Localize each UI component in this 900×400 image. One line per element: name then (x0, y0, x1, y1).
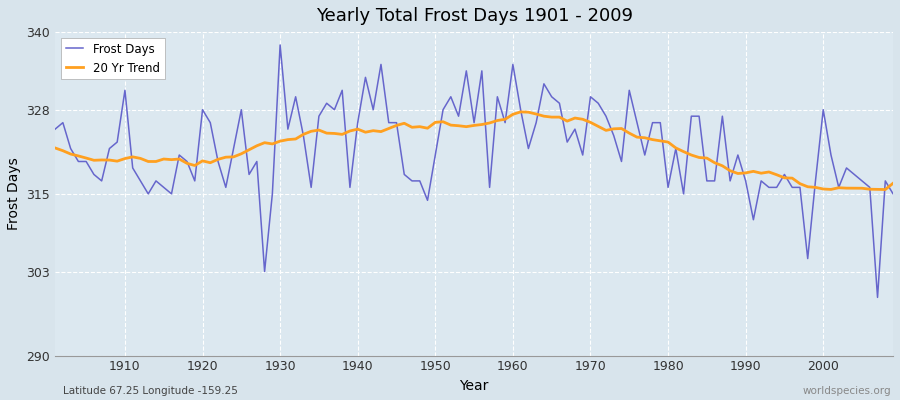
20 Yr Trend (508, 112, 518, 117)
Text: Latitude 67.25 Longitude -159.25: Latitude 67.25 Longitude -159.25 (63, 386, 238, 396)
Frost Days (872, 295, 883, 300)
20 Yr Trend (329, 131, 340, 136)
Frost Days (515, 107, 526, 112)
Legend: Frost Days, 20 Yr Trend: Frost Days, 20 Yr Trend (61, 38, 165, 79)
Frost Days (274, 42, 285, 47)
20 Yr Trend (608, 126, 619, 131)
X-axis label: Year: Year (459, 379, 489, 393)
20 Yr Trend (112, 159, 122, 164)
Frost Days (508, 62, 518, 67)
Frost Days (112, 140, 122, 144)
Frost Days (608, 133, 619, 138)
Y-axis label: Frost Days: Frost Days (7, 158, 21, 230)
Frost Days (887, 192, 898, 196)
Line: Frost Days: Frost Days (55, 45, 893, 297)
Frost Days (290, 94, 301, 99)
Text: worldspecies.org: worldspecies.org (803, 386, 891, 396)
20 Yr Trend (887, 181, 898, 186)
20 Yr Trend (500, 117, 510, 122)
Line: 20 Yr Trend: 20 Yr Trend (55, 112, 893, 190)
20 Yr Trend (880, 187, 891, 192)
20 Yr Trend (283, 137, 293, 142)
Frost Days (50, 127, 60, 132)
20 Yr Trend (515, 110, 526, 114)
Title: Yearly Total Frost Days 1901 - 2009: Yearly Total Frost Days 1901 - 2009 (316, 7, 633, 25)
Frost Days (337, 88, 347, 93)
20 Yr Trend (50, 146, 60, 150)
